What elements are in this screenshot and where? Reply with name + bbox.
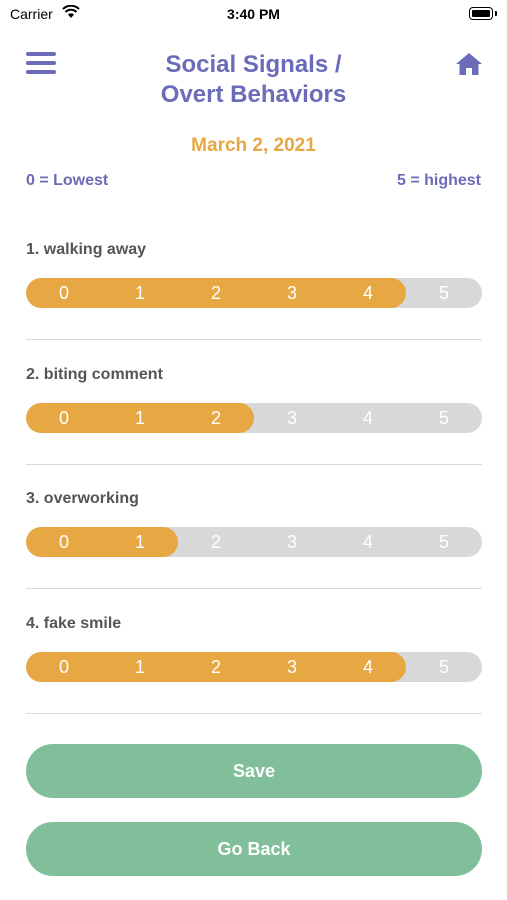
rating-option-1[interactable]: 1: [134, 283, 145, 303]
status-bar: Carrier 3:40 PM: [0, 0, 507, 30]
question-label: 2. biting comment: [26, 366, 163, 383]
rating-option-5[interactable]: 5: [438, 408, 449, 428]
rating-slider[interactable]: 0 1 2 3 4 5: [26, 527, 482, 557]
clock: 3:40 PM: [227, 6, 280, 22]
rating-option-1[interactable]: 1: [134, 532, 145, 552]
rating-option-3[interactable]: 3: [286, 283, 297, 303]
rating-option-2[interactable]: 2: [210, 532, 221, 552]
divider: [26, 588, 482, 589]
question-label: 4. fake smile: [26, 615, 122, 632]
rating-option-3[interactable]: 3: [286, 408, 297, 428]
go-back-button[interactable]: Go Back: [26, 822, 482, 876]
title-line-1: Social Signals /: [165, 51, 342, 78]
question-label: 3. overworking: [26, 490, 139, 507]
save-button[interactable]: Save: [26, 744, 482, 798]
rating-option-0[interactable]: 0: [58, 283, 69, 303]
rating-fill: [26, 403, 254, 433]
question-overworking: 3. overworking 0 1 2 3 4 5: [26, 490, 482, 557]
rating-fill: [26, 278, 406, 308]
rating-option-4[interactable]: 4: [362, 532, 373, 552]
page-title: Social Signals / Overt Behaviors: [0, 50, 507, 110]
rating-option-3[interactable]: 3: [286, 532, 297, 552]
title-line-2: Overt Behaviors: [160, 81, 347, 108]
rating-fill: [26, 652, 406, 682]
rating-option-5[interactable]: 5: [438, 283, 449, 303]
rating-option-1[interactable]: 1: [134, 408, 145, 428]
rating-option-3[interactable]: 3: [286, 657, 297, 677]
rating-option-4[interactable]: 4: [362, 408, 373, 428]
home-icon[interactable]: [455, 52, 483, 76]
hamburger-menu-icon[interactable]: [26, 52, 56, 76]
rating-option-2[interactable]: 2: [210, 408, 221, 428]
legend-lowest: 0 = Lowest: [26, 172, 109, 189]
legend-highest: 5 = highest: [396, 172, 481, 189]
battery-icon: [469, 7, 497, 20]
rating-option-4[interactable]: 4: [362, 657, 373, 677]
question-fake-smile: 4. fake smile 0 1 2 3 4 5: [26, 615, 482, 682]
rating-slider[interactable]: 0 1 2 3 4 5: [26, 278, 482, 308]
rating-option-4[interactable]: 4: [362, 283, 373, 303]
rating-option-1[interactable]: 1: [134, 657, 145, 677]
rating-option-2[interactable]: 2: [210, 283, 221, 303]
rating-option-0[interactable]: 0: [58, 657, 69, 677]
wifi-icon: [62, 5, 80, 18]
rating-option-2[interactable]: 2: [210, 657, 221, 677]
rating-option-0[interactable]: 0: [58, 408, 69, 428]
rating-slider[interactable]: 0 1 2 3 4 5: [26, 403, 482, 433]
rating-option-5[interactable]: 5: [438, 657, 449, 677]
rating-option-5[interactable]: 5: [438, 532, 449, 552]
divider: [26, 713, 482, 714]
divider: [26, 339, 482, 340]
rating-slider[interactable]: 0 1 2 3 4 5: [26, 652, 482, 682]
entry-date: March 2, 2021: [191, 135, 316, 156]
divider: [26, 464, 482, 465]
question-walking-away: 1. walking away 0 1 2 3 4 5: [26, 241, 482, 308]
rating-fill: [26, 527, 178, 557]
carrier-label: Carrier: [10, 6, 53, 22]
question-label: 1. walking away: [26, 241, 147, 258]
rating-option-0[interactable]: 0: [58, 532, 69, 552]
question-biting-comment: 2. biting comment 0 1 2 3 4 5: [26, 366, 482, 433]
